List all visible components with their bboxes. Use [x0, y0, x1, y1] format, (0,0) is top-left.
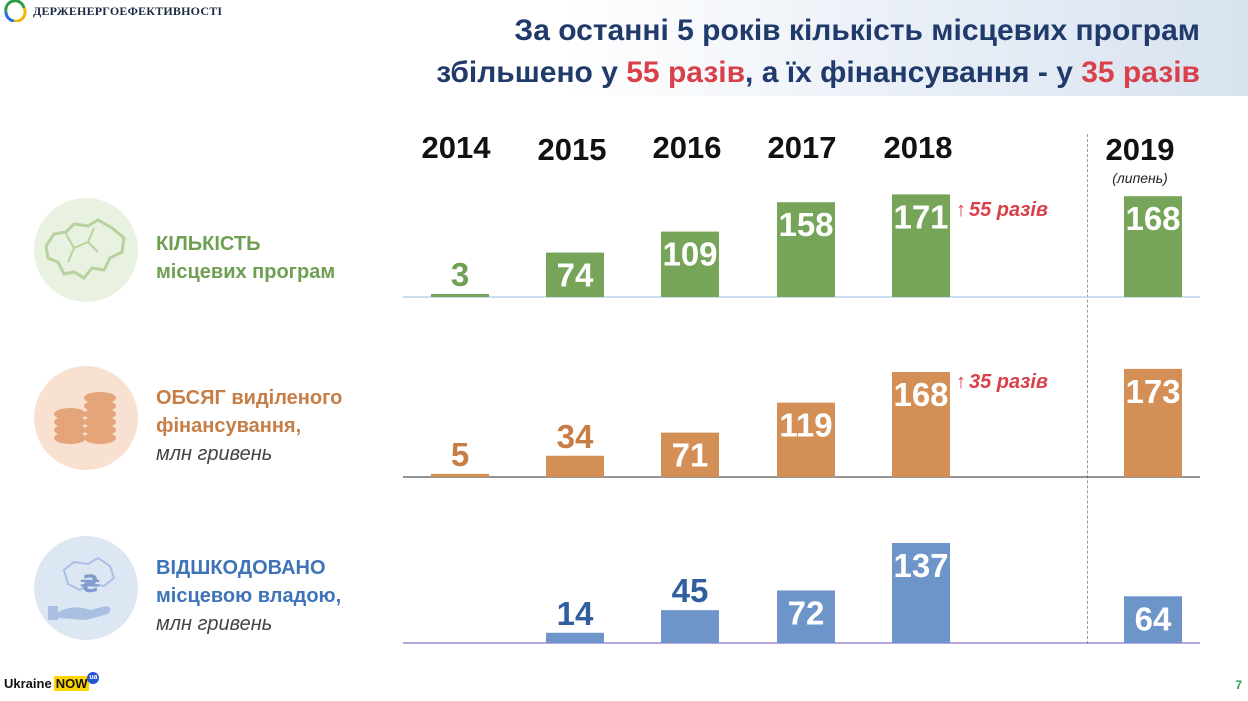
coins-icon [34, 366, 138, 470]
programs-bar-2019 [1124, 196, 1182, 297]
reimbursed-bar-2016 [661, 610, 719, 643]
reimbursed-value-label-2017: 72 [788, 594, 825, 631]
programs-value-label-2019: 168 [1125, 200, 1180, 237]
up-arrow-icon: ↑ [956, 371, 966, 393]
reimbursed-bar-2018 [892, 542, 950, 643]
year-note-2019: (липень) [1112, 170, 1168, 186]
programs-bar-2014 [431, 294, 489, 297]
programs-icon [34, 198, 138, 302]
programs-value-label-2014: 3 [451, 256, 469, 293]
reimbursed-bar-2015 [546, 632, 604, 643]
programs-label: КІЛЬКІСТЬ місцевих програм [156, 233, 336, 283]
funding-bar-2019 [1124, 368, 1182, 477]
funding-value-label-2014: 5 [451, 436, 469, 473]
hand-money-icon: ₴ [34, 536, 138, 640]
title-line-1: За останні 5 років кількість місцевих пр… [514, 14, 1200, 47]
funding-value-label-2018: 168 [893, 376, 948, 413]
funding-value-label-2016: 71 [672, 437, 709, 474]
programs-bar-2016 [661, 231, 719, 297]
reimbursed-label: ВІДШКОДОВАНО місцевою владою, млн гривен… [156, 557, 342, 635]
funding-label: ОБСЯГ виділеного фінансування, млн гриве… [156, 387, 343, 465]
year-label-2017: 2017 [767, 130, 837, 165]
title-highlight-funding: 35 разів [1081, 56, 1200, 89]
reimbursed-value-label-2018: 137 [893, 547, 948, 584]
programs-value-label-2016: 109 [662, 236, 717, 273]
funding-bar-2014 [431, 473, 489, 477]
svg-text:₴: ₴ [80, 570, 101, 598]
funding-bar-2018 [892, 372, 950, 477]
year-label-2014: 2014 [421, 130, 491, 165]
year-label-2019: 2019 [1105, 132, 1175, 167]
funding-value-label-2017: 119 [779, 407, 832, 444]
year-label-2016: 2016 [652, 130, 722, 165]
header-band [560, 0, 1248, 96]
title-highlight-programs: 55 разів [626, 56, 746, 89]
funding-bar-2016 [661, 432, 719, 477]
ukraine-now-logo: Ukraine NOW ua [4, 671, 100, 691]
programs-bar-2015 [546, 252, 604, 297]
funding-bar-2017 [777, 402, 835, 477]
reimbursed-bar-2019 [1124, 596, 1182, 643]
year-label-2018: 2018 [883, 130, 953, 165]
page-title: За останні 5 років кількість місцевих пр… [210, 10, 1200, 94]
title-line-2: збільшено у 55 разів, а їх фінансування … [436, 56, 1200, 89]
programs-growth-note: ↑ 55 разів [956, 199, 1048, 221]
funding-value-label-2019: 173 [1125, 373, 1180, 410]
funding-growth-note: ↑ 35 разів [956, 371, 1048, 393]
reimbursed-value-label-2019: 64 [1135, 600, 1172, 637]
agency-logo-icon [4, 0, 27, 22]
programs-value-label-2015: 74 [557, 257, 594, 294]
funding-bar-2015 [546, 455, 604, 477]
year-label-2015: 2015 [537, 132, 607, 167]
page-number: 7 [1235, 678, 1242, 692]
programs-bar-2017 [777, 202, 835, 297]
programs-bar-2018 [892, 194, 950, 297]
reimbursed-bar-2017 [777, 590, 835, 643]
programs-value-label-2017: 158 [778, 206, 833, 243]
reimbursed-value-label-2016: 45 [672, 572, 709, 609]
agency-name: ДЕРЖЕНЕРГОЕФЕКТИВНОСТІ [33, 3, 223, 18]
programs-value-label-2018: 171 [893, 198, 948, 235]
agency-logo: ДЕРЖЕНЕРГОЕФЕКТИВНОСТІ [2, 0, 222, 22]
reimbursed-value-label-2015: 14 [557, 595, 594, 632]
up-arrow-icon: ↑ [956, 199, 966, 221]
funding-value-label-2015: 34 [557, 418, 594, 455]
year-divider [1087, 134, 1088, 644]
